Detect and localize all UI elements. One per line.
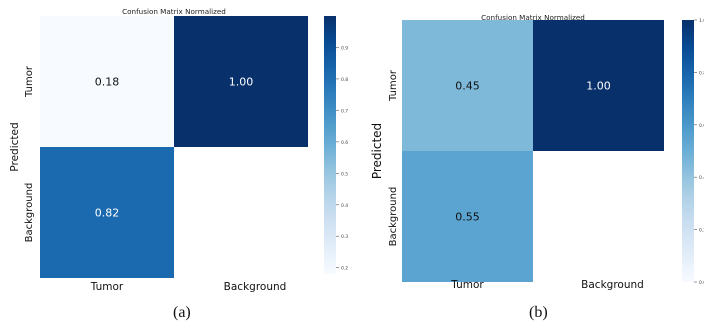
col-label-1: Background	[581, 279, 644, 291]
colorbar-tick-label-4: 0.6	[341, 140, 348, 146]
cell-r1-c0	[402, 151, 533, 282]
colorbar-tick-label-0: 0.0	[699, 280, 704, 286]
colorbar-tick-label-3: 0.6	[699, 123, 704, 129]
colorbar-tick-label-1: 0.3	[341, 234, 348, 240]
row-label-1: Background	[24, 183, 35, 243]
cell-value-r0-c0: 0.45	[455, 80, 480, 93]
chart-title: Confusion Matrix Normalized	[122, 7, 226, 16]
y-axis-label: Predicted	[370, 123, 384, 179]
cell-value-r1-c0: 0.55	[455, 211, 480, 224]
colorbar-tick-label-2: 0.4	[341, 203, 348, 209]
col-label-0: Tumor	[90, 281, 124, 293]
colorbar-tick-label-7: 0.9	[341, 45, 348, 51]
caption-a: (a)	[173, 304, 191, 321]
cell-value-r0-c1: 1.00	[586, 80, 611, 93]
cell-r0-c0	[402, 20, 533, 151]
colorbar-tick-label-0: 0.2	[341, 266, 348, 272]
colorbar	[682, 20, 694, 282]
chart-title: Confusion Matrix Normalized	[481, 13, 585, 22]
cell-value-r0-c0: 0.18	[95, 76, 120, 89]
colorbar-tick-label-6: 0.8	[341, 77, 348, 83]
col-label-0: Tumor	[450, 279, 484, 291]
cell-value-r1-c0: 0.82	[95, 207, 120, 220]
colorbar	[324, 16, 336, 274]
y-axis-label: Predicted	[9, 122, 21, 171]
colorbar-tick-label-5: 0.7	[341, 108, 348, 114]
panel-1: Confusion Matrix Normalized 0.45 1.00 0.55 T…	[370, 13, 704, 291]
colorbar-tick-label-3: 0.5	[341, 171, 348, 177]
row-label-0: Tumor	[388, 69, 399, 102]
cell-r1-c1	[174, 147, 308, 278]
colorbar-tick-label-2: 0.4	[699, 175, 704, 181]
cell-r0-c1	[174, 16, 308, 147]
colorbar-tick-label-1: 0.2	[699, 228, 704, 234]
col-label-1: Background	[224, 281, 287, 293]
colorbar-tick-label-4: 0.8	[699, 70, 704, 76]
row-label-0: Tumor	[24, 65, 35, 98]
caption-b: (b)	[529, 304, 548, 321]
cell-value-r0-c1: 1.00	[229, 76, 254, 89]
cell-r1-c1	[533, 151, 664, 282]
cell-r0-c1	[533, 20, 664, 151]
row-label-1: Background	[388, 187, 399, 247]
colorbar-tick-label-5: 1.0	[699, 18, 704, 24]
cell-r1-c0	[40, 147, 174, 278]
panel-0: Confusion Matrix Normalized 0.18 1.00 0.82 T…	[9, 7, 348, 293]
cell-r0-c0	[40, 16, 174, 147]
